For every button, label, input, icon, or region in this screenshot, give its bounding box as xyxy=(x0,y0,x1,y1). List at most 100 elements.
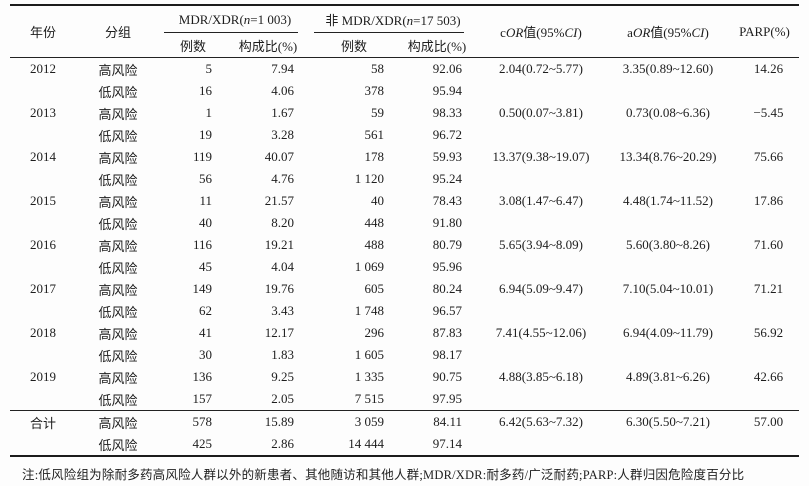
cell-aor: 6.94(4.09~11.79) xyxy=(623,325,713,340)
table-row: 低风险 157 2.05 7 515 97.95 xyxy=(10,388,799,411)
cell-cor: 0.50(0.07~3.81) xyxy=(499,105,583,120)
cell-cases: 41 xyxy=(199,325,212,340)
cell-year xyxy=(10,256,76,278)
total-row: 合计 高风险 578 15.89 3 059 84.11 6.42(5.63~7.32) 6.… xyxy=(10,410,799,433)
cell-pct2: 97.14 xyxy=(432,436,462,451)
cell-cases: 157 xyxy=(192,391,213,406)
cell-cases2: 561 xyxy=(364,127,385,142)
table-body: 2012 高风险 5 7.94 58 92.06 2.04(0.72~5.77) 3.35(0… xyxy=(10,58,799,457)
cell-group: 低风险 xyxy=(98,216,138,232)
cell-pct: 19.76 xyxy=(264,281,294,296)
cell-cases2: 7 515 xyxy=(354,391,384,406)
cell-year: 合计 xyxy=(10,410,76,433)
table-row: 低风险 56 4.76 1 120 95.24 xyxy=(10,168,799,190)
table-row: 2018 高风险 41 12.17 296 87.83 7.41(4.55~12.06) 6.… xyxy=(10,322,799,344)
cell-pct: 12.17 xyxy=(264,325,294,340)
cell-pct2: 96.57 xyxy=(432,303,462,318)
cell-cases2: 1 605 xyxy=(354,347,384,362)
total-row: 低风险 425 2.86 14 444 97.14 xyxy=(10,433,799,456)
cell-group: 高风险 xyxy=(98,370,138,386)
cell-cor: 5.65(3.94~8.09) xyxy=(499,237,583,252)
cell-parp: 75.66 xyxy=(753,149,784,164)
header-nonmdr-group: 非 MDR/XDR(n=17 503) xyxy=(310,5,476,33)
cell-cases2: 40 xyxy=(371,193,384,208)
header-cor: cOR值(95%CI) xyxy=(476,5,606,58)
cell-cases: 62 xyxy=(199,303,212,318)
header-mdr-pct: 构成比(%) xyxy=(226,33,310,58)
table-row: 2017 高风险 149 19.76 605 80.24 6.94(5.09~9.47) 7.… xyxy=(10,278,799,300)
cell-cases2: 488 xyxy=(364,237,385,252)
cell-pct2: 98.33 xyxy=(432,105,462,120)
cell-pct2: 95.94 xyxy=(432,83,462,98)
cell-aor: 4.48(1.74~11.52) xyxy=(623,193,713,208)
cell-cases2: 14 444 xyxy=(348,436,384,451)
table-row: 2016 高风险 116 19.21 488 80.79 5.65(3.94~8.09) 5.… xyxy=(10,234,799,256)
cell-cases: 136 xyxy=(192,369,213,384)
cell-cases2: 1 748 xyxy=(354,303,384,318)
cell-cases: 40 xyxy=(199,215,212,230)
cell-pct: 19.21 xyxy=(264,237,294,252)
cell-cor: 6.42(5.63~7.32) xyxy=(476,410,606,433)
cell-cor xyxy=(476,80,606,102)
table-row: 2012 高风险 5 7.94 58 92.06 2.04(0.72~5.77) 3.35(0… xyxy=(10,58,799,81)
cell-aor xyxy=(606,124,730,146)
cell-year: 2017 xyxy=(30,281,56,296)
header-nonmdr-n: n xyxy=(406,13,414,28)
cell-group: 高风险 xyxy=(98,194,138,210)
table-row: 低风险 30 1.83 1 605 98.17 xyxy=(10,344,799,366)
cell-aor: 6.30(5.50~7.21) xyxy=(606,410,730,433)
cell-cases: 578 xyxy=(160,410,226,433)
cell-cases2: 3 059 xyxy=(310,410,398,433)
cell-cor xyxy=(476,124,606,146)
table-header: 年份 分组 MDR/XDR(n=1 003) 非 MDR/XDR(n=17 50… xyxy=(10,5,799,58)
header-year: 年份 xyxy=(10,5,76,58)
cell-group: 低风险 xyxy=(98,172,138,188)
cell-cases: 5 xyxy=(205,61,213,76)
header-mdr-text: MDR/XDR( xyxy=(178,11,244,27)
cell-aor xyxy=(606,388,730,411)
cell-pct: 40.07 xyxy=(264,149,294,164)
cell-group: 高风险 xyxy=(98,282,138,298)
cell-pct2: 96.72 xyxy=(432,127,462,142)
cell-pct: 15.89 xyxy=(226,410,310,433)
cell-pct2: 90.75 xyxy=(432,369,462,384)
cell-pct: 2.86 xyxy=(271,436,294,451)
cell-cases: 19 xyxy=(199,127,212,142)
cell-cases2: 178 xyxy=(364,149,385,164)
cell-year xyxy=(10,212,76,234)
cell-cases2: 605 xyxy=(364,281,385,296)
cell-parp: 42.66 xyxy=(753,369,784,384)
cell-cases: 45 xyxy=(199,259,212,274)
header-parp: PARP(%) xyxy=(730,5,799,58)
cell-year xyxy=(10,124,76,146)
cell-pct: 4.76 xyxy=(271,171,294,186)
cell-aor xyxy=(606,300,730,322)
cell-year: 2016 xyxy=(30,237,56,252)
table-footnote: 注:低风险组为除耐多药高风险人群以外的新患者、其他随访和其他人群;MDR/XDR… xyxy=(22,468,745,482)
cell-group: 低风险 xyxy=(98,348,138,364)
header-mdr-n: n xyxy=(243,11,251,27)
header-group: 分组 xyxy=(76,5,160,58)
cell-aor xyxy=(606,433,730,456)
cell-parp: 57.00 xyxy=(730,410,799,433)
cell-year xyxy=(10,300,76,322)
cell-parp xyxy=(730,256,799,278)
cell-cases2: 378 xyxy=(364,83,385,98)
cell-pct: 1.67 xyxy=(271,105,294,120)
cell-cor xyxy=(476,168,606,190)
cell-year: 2014 xyxy=(30,149,56,164)
cell-cor: 3.08(1.47~6.47) xyxy=(499,193,583,208)
cell-cases: 16 xyxy=(199,83,212,98)
cell-cor: 7.41(4.55~12.06) xyxy=(495,325,587,340)
cell-parp xyxy=(730,168,799,190)
cell-year xyxy=(10,80,76,102)
cell-cases2: 448 xyxy=(364,215,385,230)
cell-aor xyxy=(606,212,730,234)
cell-cases2: 1 069 xyxy=(354,259,384,274)
cell-cases: 116 xyxy=(192,237,212,252)
cell-group: 低风险 xyxy=(98,437,138,453)
cell-pct: 7.94 xyxy=(271,61,294,76)
cell-pct: 9.25 xyxy=(271,369,294,384)
table-row: 低风险 16 4.06 378 95.94 xyxy=(10,80,799,102)
